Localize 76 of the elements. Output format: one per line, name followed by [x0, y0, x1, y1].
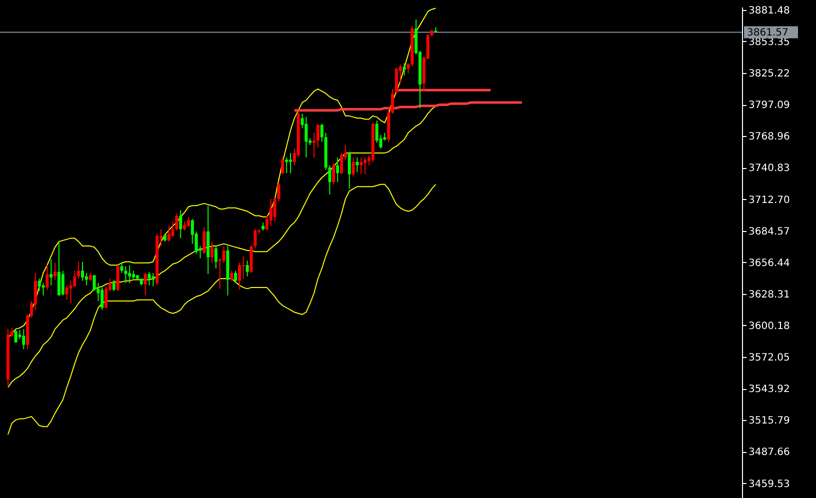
y-tick-label: 3487.66	[748, 447, 790, 458]
y-tick-label: 3600.18	[748, 320, 790, 332]
y-tick-label: 3684.57	[748, 226, 790, 238]
candlestick	[210, 241, 214, 264]
candlestick	[230, 270, 234, 282]
candlestick	[304, 116, 308, 158]
candlestick	[57, 242, 60, 296]
y-tick-label: 3572.05	[748, 352, 790, 364]
candlestick	[100, 287, 104, 310]
candlestick	[360, 156, 363, 175]
candlestick	[104, 286, 108, 308]
candlestick	[320, 123, 324, 142]
candlestick	[352, 156, 355, 177]
candlestick	[312, 132, 316, 158]
candlestick	[336, 156, 340, 183]
candlestick	[69, 280, 72, 304]
ref-line-label: 3861.57	[747, 27, 788, 38]
candlestick	[246, 260, 249, 277]
candlestick	[391, 88, 394, 114]
y-tick-label: 3797.09	[748, 100, 790, 112]
candlestick	[316, 123, 320, 148]
y-tick-label: 3515.79	[748, 416, 790, 427]
candlestick	[152, 272, 155, 287]
candlestick	[202, 226, 206, 254]
candlestick	[348, 151, 351, 190]
candlestick	[84, 272, 88, 286]
line-series	[7, 8, 436, 339]
candlestick	[120, 262, 124, 274]
line-series	[7, 184, 436, 436]
candlestick	[254, 228, 257, 249]
candlestick	[148, 271, 151, 286]
y-tick-label: 3459.53	[748, 478, 790, 490]
y-tick-label: 3712.70	[748, 194, 790, 206]
candlestick	[14, 330, 18, 344]
candlestick	[46, 264, 49, 290]
candlestick	[186, 216, 190, 228]
candlestick	[222, 246, 226, 264]
candlestick	[406, 62, 410, 74]
y-tick-label: 3628.31	[748, 289, 790, 300]
candlestick	[214, 246, 218, 269]
candlestick	[269, 198, 272, 226]
y-tick-label: 3881.48	[748, 5, 790, 16]
candlestick	[281, 156, 284, 175]
candlestick	[65, 284, 68, 300]
candlestick	[144, 272, 147, 296]
candlestick	[22, 328, 26, 350]
candlestick	[73, 270, 76, 287]
candlestick	[128, 264, 132, 284]
candlestick	[234, 270, 238, 284]
candlestick	[112, 279, 116, 292]
candlestick	[77, 261, 80, 280]
candlestick	[38, 278, 41, 292]
candlestick	[61, 270, 64, 296]
y-tick-label: 3656.44	[748, 258, 790, 269]
candlestick	[340, 152, 344, 175]
y-tick-label: 3543.92	[748, 384, 790, 396]
candlestick	[242, 256, 245, 280]
candlestick	[54, 262, 57, 280]
candlestick	[332, 162, 336, 185]
y-tick-label: 3825.22	[748, 68, 790, 80]
candlestick	[356, 156, 359, 173]
y-tick-label: 3740.83	[748, 163, 790, 174]
candlestick	[288, 152, 292, 174]
line-series	[7, 105, 436, 388]
candlestick	[394, 67, 398, 94]
candlestick	[81, 261, 84, 282]
y-tick-label: 3768.96	[748, 132, 790, 143]
candlestick	[167, 225, 170, 242]
candlestick	[238, 262, 241, 290]
candlestick	[50, 259, 53, 286]
candlestick	[285, 156, 288, 174]
candlestick	[116, 264, 120, 292]
candlestick	[124, 266, 128, 284]
candlestick	[402, 62, 406, 76]
candlestick	[179, 210, 182, 239]
candlestick	[364, 156, 367, 175]
